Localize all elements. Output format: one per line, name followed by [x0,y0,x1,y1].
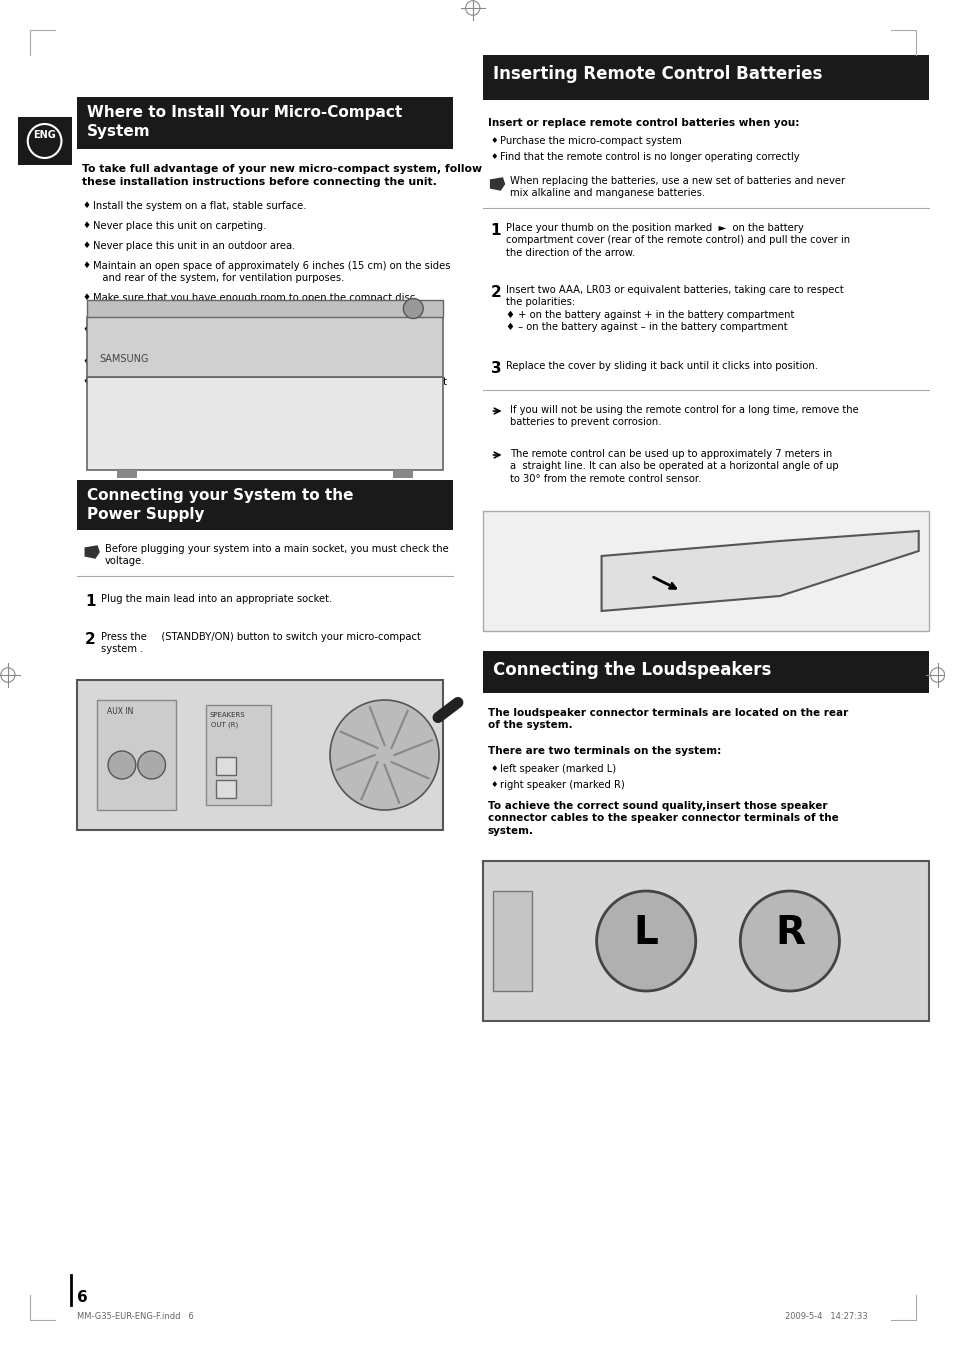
Bar [87,317,442,377]
Text: 2: 2 [85,632,96,647]
Bar [117,470,136,478]
Text: ♦: ♦ [82,356,91,366]
Text: The remote control can be used up to approximately 7 meters in
a  straight line.: The remote control can be used up to app… [510,450,838,483]
Bar [206,705,271,805]
Text: right speaker (marked R): right speaker (marked R) [500,780,624,790]
Bar [97,701,176,810]
Bar [87,377,442,470]
Text: ♦: ♦ [490,780,497,788]
Bar [482,651,927,693]
Bar [77,680,442,830]
Text: Maintain an open space of approximately 6 inches (15 cm) on the sides
   and rea: Maintain an open space of approximately … [93,261,450,284]
Text: The loudspeaker connector terminals are located on the rear
of the system.: The loudspeaker connector terminals are … [487,707,847,730]
Text: left speaker (marked L): left speaker (marked L) [500,764,616,774]
Text: Replace the cover by sliding it back until it clicks into position.: Replace the cover by sliding it back unt… [506,360,818,371]
Text: Place your thumb on the position marked  ►  on the battery
compartment cover (re: Place your thumb on the position marked … [506,223,850,258]
Text: ♦: ♦ [82,261,91,270]
Text: ♦: ♦ [82,293,91,302]
Text: MM-G35-EUR-ENG-F.indd   6: MM-G35-EUR-ENG-F.indd 6 [77,1312,193,1322]
Circle shape [330,701,438,810]
Polygon shape [490,178,504,190]
Bar [77,97,453,148]
Bar [393,470,413,478]
Text: Place the loudspeakers at a reasonable distance on either side of the
   system : Place the loudspeakers at a reasonable d… [93,325,438,347]
Text: Insert two AAA, LR03 or equivalent batteries, taking care to respect
the polarit: Insert two AAA, LR03 or equivalent batte… [506,285,843,332]
Text: 1: 1 [490,223,500,238]
Bar [482,512,927,630]
Text: 2: 2 [490,285,500,300]
Text: Press the     (STANDBY/ON) button to switch your micro-compact
system .: Press the (STANDBY/ON) button to switch … [101,632,420,655]
Text: Direct the loudspeakers towards the listening area.: Direct the loudspeakers towards the list… [93,356,349,367]
Text: 2009-5-4   14:27:33: 2009-5-4 14:27:33 [784,1312,867,1322]
Text: AUX IN: AUX IN [107,707,133,716]
Text: ♦: ♦ [490,764,497,774]
Text: Plug the main lead into an appropriate socket.: Plug the main lead into an appropriate s… [101,594,332,603]
Polygon shape [85,545,99,558]
Circle shape [596,891,695,991]
Bar [77,481,453,531]
Text: ♦: ♦ [490,153,497,161]
Text: ♦: ♦ [82,221,91,230]
Bar [482,861,927,1021]
Text: OUT (R): OUT (R) [211,722,238,729]
Text: Never place this unit in an outdoor area.: Never place this unit in an outdoor area… [93,242,295,251]
Text: To take full advantage of your new micro-compact system, follow
these installati: To take full advantage of your new micro… [82,163,482,186]
Bar [87,300,442,317]
Text: Connecting the Loudspeakers: Connecting the Loudspeakers [492,662,770,679]
Text: There are two terminals on the system:: There are two terminals on the system: [487,747,720,756]
Circle shape [740,891,839,991]
Text: Inserting Remote Control Batteries: Inserting Remote Control Batteries [492,65,821,82]
Circle shape [137,751,165,779]
Text: 3: 3 [490,360,500,377]
Text: To achieve the correct sound quality,insert those speaker
connector cables to th: To achieve the correct sound quality,ins… [487,801,838,836]
Text: ♦: ♦ [82,201,91,211]
Polygon shape [601,531,918,612]
Text: Insert or replace remote control batteries when you:: Insert or replace remote control batteri… [487,117,799,128]
Text: Make sure that you have enough room to open the compact disc
   compartment easi: Make sure that you have enough room to o… [93,293,415,315]
Text: ♦: ♦ [82,242,91,250]
Text: If you will not be using the remote control for a long time, remove the
batterie: If you will not be using the remote cont… [510,405,859,428]
Text: Install the system on a flat, stable surface.: Install the system on a flat, stable sur… [93,201,306,211]
Bar [492,891,532,991]
Bar [18,117,72,165]
Text: ♦: ♦ [490,136,497,144]
Bar [482,55,927,100]
Text: Never place this unit on carpeting.: Never place this unit on carpeting. [93,221,266,231]
Text: ♦: ♦ [82,377,91,386]
Circle shape [108,751,135,779]
Text: When replacing the batteries, use a new set of batteries and never
mix alkaline : When replacing the batteries, use a new … [510,176,844,198]
Text: R: R [774,914,804,952]
Bar [215,757,235,775]
Text: Before plugging your system into a main socket, you must check the
voltage.: Before plugging your system into a main … [105,544,448,567]
Text: 6: 6 [77,1291,88,1305]
Text: For optimum performance, make sure that both speakers are placed at
   an equal : For optimum performance, make sure that … [93,377,447,400]
Text: ♦: ♦ [82,325,91,333]
Text: Purchase the micro-compact system: Purchase the micro-compact system [500,136,681,146]
Circle shape [403,298,423,319]
Text: ENG: ENG [33,130,56,140]
Text: Find that the remote control is no longer operating correctly: Find that the remote control is no longe… [500,153,800,162]
Bar [215,780,235,798]
Text: Connecting your System to the
Power Supply: Connecting your System to the Power Supp… [87,487,354,521]
Text: Where to Install Your Micro-Compact
System: Where to Install Your Micro-Compact Syst… [87,105,402,139]
Text: 1: 1 [85,594,95,609]
Text: SPEAKERS: SPEAKERS [209,711,245,718]
Text: SAMSUNG: SAMSUNG [99,355,149,364]
Text: L: L [633,914,658,952]
